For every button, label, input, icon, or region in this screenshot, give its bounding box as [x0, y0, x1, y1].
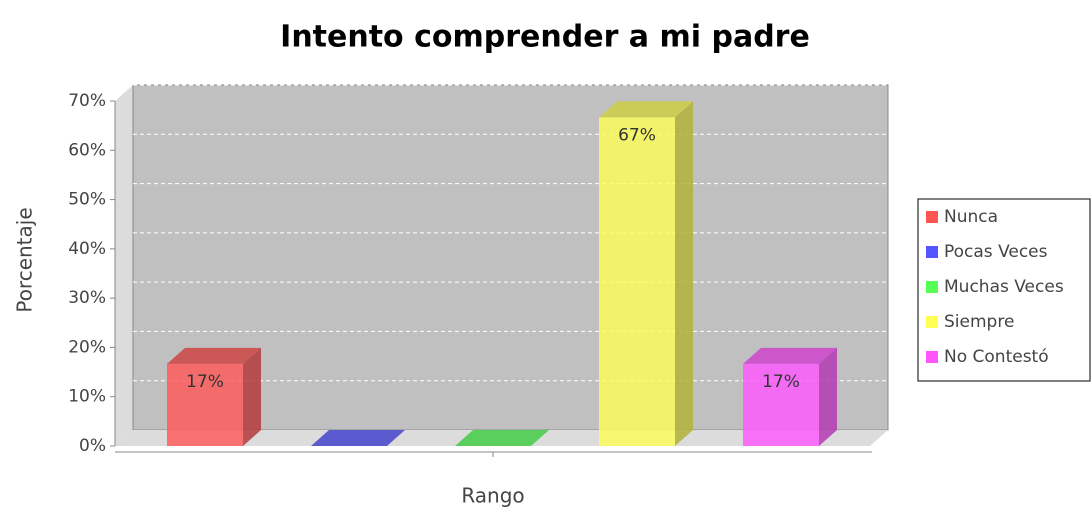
bar-side [243, 347, 261, 446]
y-tick-label: 60% [68, 140, 106, 160]
legend-label: Nunca [944, 207, 998, 227]
y-axis-label: Porcentaje [13, 207, 37, 312]
left-wall [115, 85, 133, 446]
bar-side [675, 101, 693, 446]
value-label: 17% [762, 372, 800, 392]
y-tick-label: 30% [68, 288, 106, 308]
y-tick-label: 0% [79, 436, 106, 456]
chart-title: Intento comprender a mi padre [280, 20, 810, 55]
legend-swatch [926, 281, 938, 293]
value-label: 17% [186, 372, 224, 392]
bar-top [743, 347, 837, 364]
bar-top [455, 430, 549, 446]
bar [599, 117, 675, 446]
y-tick-label: 50% [68, 190, 106, 210]
legend-label: No Contestó [944, 347, 1049, 367]
bar-top [167, 347, 261, 364]
legend-label: Siempre [944, 312, 1014, 332]
y-tick-label: 70% [68, 91, 106, 111]
bar [743, 363, 819, 446]
y-tick-label: 10% [68, 387, 106, 407]
bar-top [311, 430, 405, 446]
bar [167, 363, 243, 446]
legend-swatch [926, 316, 938, 328]
x-axis-label: Rango [461, 484, 524, 508]
bar-top [599, 101, 693, 118]
value-label: 67% [618, 125, 656, 145]
legend-label: Pocas Veces [944, 242, 1048, 262]
legend-swatch [926, 246, 938, 258]
legend [917, 198, 1091, 382]
legend-label: Muchas Veces [944, 277, 1064, 297]
y-tick-label: 40% [68, 239, 106, 259]
bar-side [819, 347, 837, 446]
y-tick-label: 20% [68, 337, 106, 357]
legend-swatch [926, 351, 938, 363]
legend-swatch [926, 211, 938, 223]
